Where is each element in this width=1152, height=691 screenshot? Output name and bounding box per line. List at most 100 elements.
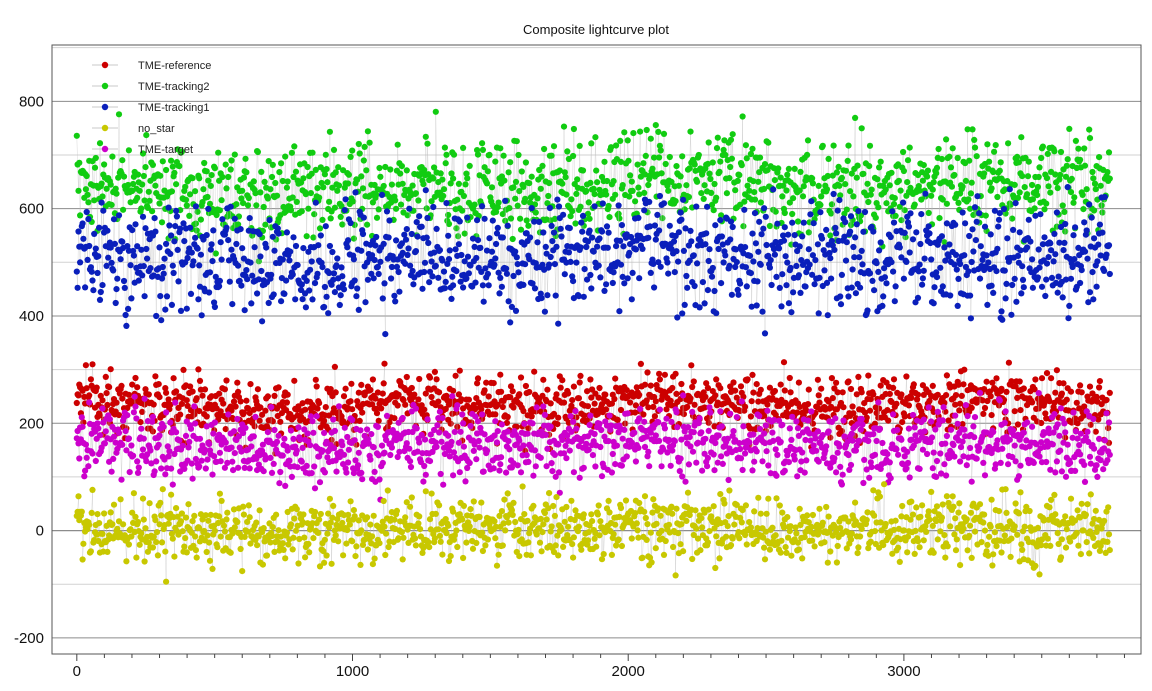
data-point	[245, 194, 252, 202]
data-point	[196, 377, 204, 384]
data-point	[517, 374, 525, 381]
data-point	[794, 218, 802, 225]
data-point	[330, 146, 338, 153]
data-point	[687, 128, 694, 135]
data-point	[257, 189, 264, 196]
data-point	[422, 390, 429, 397]
data-point	[898, 217, 905, 224]
data-point	[228, 444, 235, 451]
data-point	[941, 239, 948, 246]
data-point	[184, 402, 191, 409]
data-point	[145, 188, 152, 195]
data-point	[633, 384, 640, 391]
data-point	[267, 454, 274, 461]
data-point	[791, 456, 798, 463]
data-point	[765, 462, 772, 469]
data-point	[922, 190, 929, 197]
data-point	[690, 378, 697, 385]
data-point	[787, 389, 794, 396]
data-point	[1024, 419, 1031, 426]
data-point	[1073, 399, 1080, 406]
data-point	[373, 191, 380, 198]
data-point	[167, 419, 174, 426]
data-point	[628, 178, 635, 185]
data-point	[1002, 295, 1009, 302]
data-point	[757, 199, 764, 206]
data-point	[729, 223, 736, 231]
data-point	[458, 251, 465, 259]
data-point	[1012, 458, 1019, 465]
data-point	[952, 221, 959, 228]
data-point	[79, 220, 86, 227]
data-point	[867, 191, 874, 198]
data-point	[555, 469, 563, 476]
data-point	[449, 393, 456, 400]
data-point	[847, 213, 855, 220]
data-point	[876, 247, 883, 254]
data-point	[512, 248, 519, 255]
data-point	[646, 198, 653, 205]
data-point	[990, 168, 997, 176]
data-point	[514, 462, 521, 469]
data-point	[330, 445, 338, 452]
data-point	[755, 248, 762, 255]
data-point	[330, 270, 338, 277]
data-point	[675, 229, 683, 236]
data-point	[153, 312, 160, 320]
data-point	[938, 155, 946, 163]
data-point	[713, 145, 721, 152]
data-point	[233, 240, 240, 248]
data-point	[320, 184, 327, 191]
data-point	[556, 167, 563, 174]
data-point	[537, 454, 544, 461]
data-point	[286, 257, 293, 264]
data-point	[265, 299, 272, 307]
data-point	[463, 170, 470, 177]
data-point	[132, 374, 139, 382]
data-point	[909, 411, 917, 419]
data-point	[943, 432, 951, 440]
data-point	[270, 460, 277, 467]
data-point	[710, 207, 717, 214]
data-point	[669, 384, 676, 392]
data-point	[904, 179, 911, 186]
data-point	[839, 389, 846, 396]
data-point	[771, 251, 779, 258]
data-point	[269, 233, 276, 240]
data-point	[1067, 388, 1075, 395]
data-point	[1034, 183, 1041, 191]
data-point	[196, 175, 203, 182]
data-point	[520, 407, 527, 415]
data-point	[612, 375, 619, 382]
data-point	[221, 386, 228, 393]
data-point	[510, 184, 517, 191]
data-point	[383, 208, 391, 215]
data-point	[770, 186, 777, 193]
data-point	[283, 277, 290, 284]
data-point	[1012, 200, 1019, 207]
data-point	[769, 429, 776, 436]
data-point	[516, 188, 523, 195]
data-point	[753, 302, 760, 309]
data-point	[84, 191, 91, 198]
data-point	[337, 213, 344, 220]
data-point	[732, 187, 739, 194]
data-point	[91, 197, 98, 204]
data-point	[108, 201, 115, 208]
data-point	[901, 207, 908, 214]
data-point	[999, 316, 1006, 323]
data-point	[91, 230, 98, 237]
data-point	[818, 385, 825, 392]
data-point	[973, 153, 980, 160]
data-point	[825, 428, 832, 435]
data-point	[493, 230, 501, 237]
data-point	[624, 137, 631, 144]
data-point	[231, 151, 238, 158]
data-point	[150, 401, 157, 408]
data-point	[924, 450, 931, 458]
data-point	[302, 304, 309, 311]
data-point	[756, 154, 764, 161]
data-point	[264, 195, 271, 202]
data-point	[235, 388, 242, 395]
data-point	[1027, 238, 1034, 245]
